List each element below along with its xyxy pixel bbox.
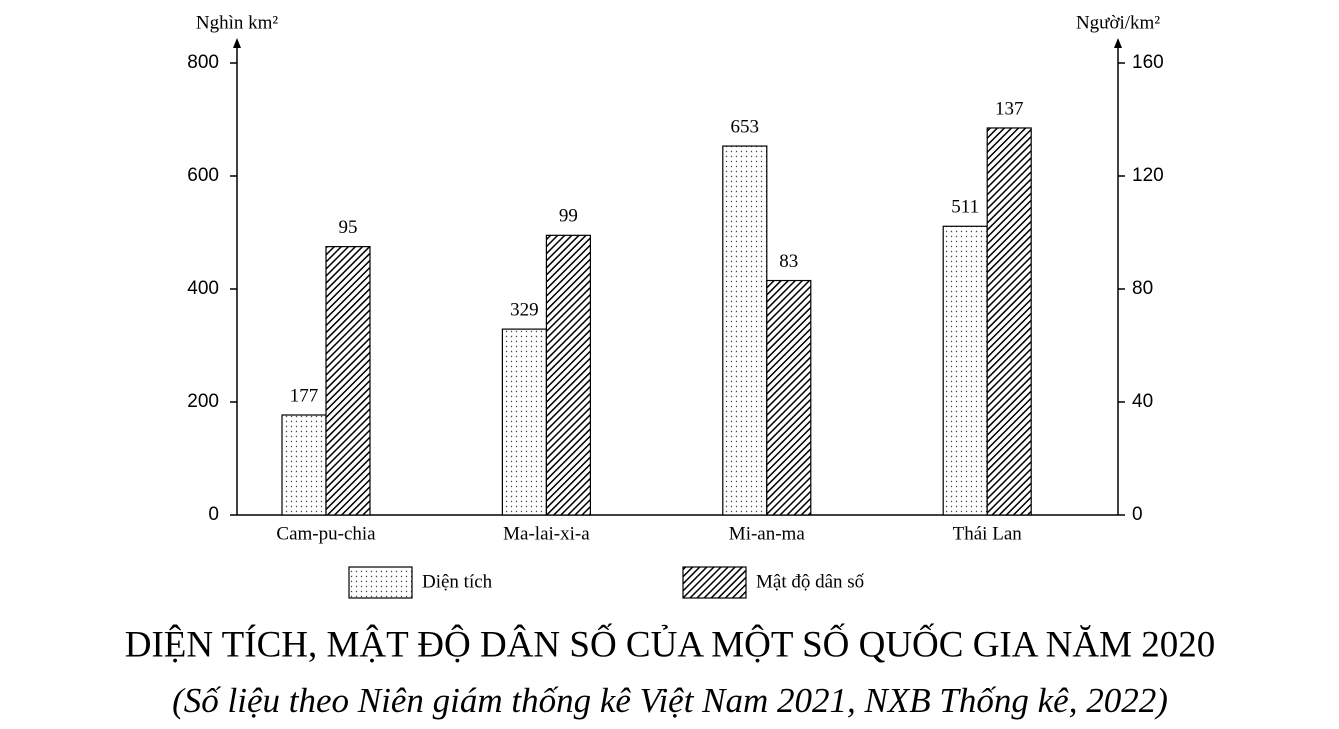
y2-tick-label: 0 <box>1132 504 1143 525</box>
bar <box>281 414 327 516</box>
value-label: 511 <box>951 197 979 218</box>
legend-label: Diện tích <box>422 571 493 592</box>
y-tick-label: 200 <box>187 391 219 412</box>
y2-axis-label: Người/km² <box>1076 12 1160 33</box>
bar <box>722 145 768 516</box>
bar <box>766 279 812 516</box>
y2-tick-label: 40 <box>1132 391 1153 412</box>
legend-label: Mật độ dân số <box>756 571 865 592</box>
bar <box>325 246 371 516</box>
chart-subtitle: (Số liệu theo Niên giám thống kê Việt Na… <box>172 681 1168 720</box>
x-tick-label: Cam-pu-chia <box>276 523 376 544</box>
x-tick-label: Thái Lan <box>953 523 1023 544</box>
bar <box>942 225 988 516</box>
legend-swatch <box>348 566 413 599</box>
bar <box>501 328 547 516</box>
axis-arrow <box>1114 38 1122 48</box>
x-tick-label: Ma-lai-xi-a <box>503 523 590 544</box>
bar <box>545 234 592 516</box>
y-tick-label: 800 <box>187 52 219 73</box>
bar <box>986 127 1032 516</box>
y2-tick-label: 120 <box>1132 165 1164 186</box>
value-label: 653 <box>731 116 760 137</box>
chart-title: DIỆN TÍCH, MẬT ĐỘ DÂN SỐ CỦA MỘT SỐ QUỐC… <box>125 621 1216 665</box>
value-label: 99 <box>559 206 578 227</box>
value-label: 83 <box>779 251 798 272</box>
y2-tick-label: 80 <box>1132 278 1153 299</box>
axis-arrow <box>233 38 241 48</box>
x-tick-label: Mi-an-ma <box>729 523 806 544</box>
y-tick-label: 400 <box>187 278 219 299</box>
y-tick-label: 600 <box>187 165 219 186</box>
value-label: 329 <box>510 299 539 320</box>
y-tick-label: 0 <box>208 504 219 525</box>
value-label: 95 <box>339 217 358 238</box>
value-label: 177 <box>290 385 319 406</box>
y-axis-label: Nghìn km² <box>196 12 279 33</box>
value-label: 137 <box>995 98 1024 119</box>
legend-swatch <box>682 566 747 599</box>
y2-tick-label: 160 <box>1132 52 1164 73</box>
